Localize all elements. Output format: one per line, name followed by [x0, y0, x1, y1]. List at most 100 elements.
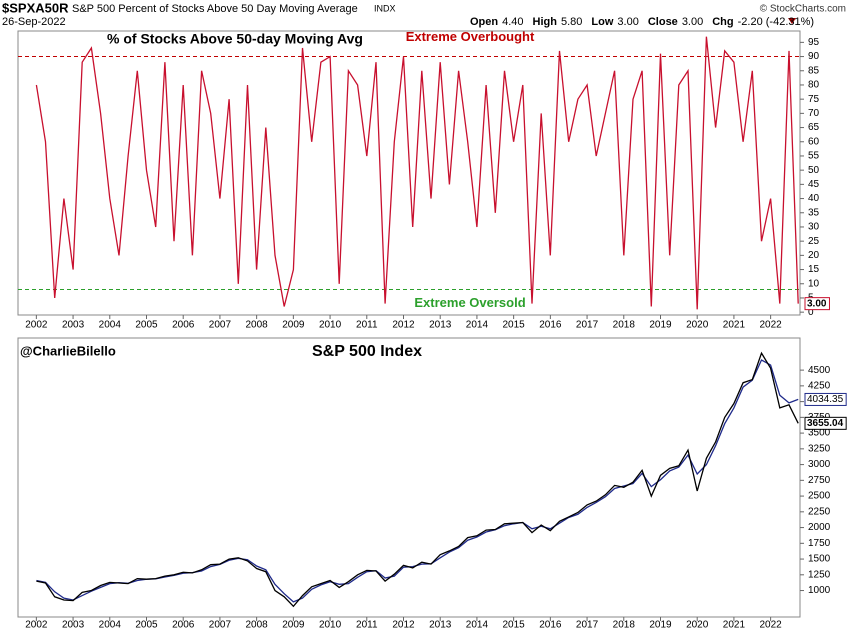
x-tick-label: 2021: [723, 620, 746, 631]
series-line: [36, 351, 799, 608]
y-tick-label: 15: [808, 264, 820, 275]
x-tick-label: 2010: [319, 620, 342, 631]
y-tick-label: 3500: [808, 428, 831, 439]
y-tick-label: 55: [808, 151, 820, 162]
series-line: [35, 36, 799, 310]
x-tick-label: 2004: [99, 620, 122, 631]
x-tick-label: 2013: [429, 620, 452, 631]
y-tick-label: 1500: [808, 554, 831, 565]
quote-label: High: [533, 16, 558, 28]
exchange: INDX: [374, 3, 396, 13]
y-tick-label: 95: [808, 37, 820, 48]
threshold-label: Extreme Oversold: [414, 295, 525, 310]
x-tick-label: 2015: [503, 320, 526, 331]
y-tick-label: 80: [808, 80, 820, 91]
y-tick-label: 50: [808, 165, 820, 176]
y-tick-label: 75: [808, 94, 820, 105]
x-tick-label: 2008: [246, 620, 269, 631]
symbol: $SPXA50R: [2, 0, 69, 15]
quote-label: Close: [648, 16, 678, 28]
y-tick-label: 3250: [808, 443, 831, 454]
quote-value: -2.20 (-42.31%): [738, 16, 814, 28]
x-tick-label: 2011: [356, 320, 378, 331]
last-value-label: 3.00: [807, 298, 827, 309]
y-tick-label: 1000: [808, 585, 831, 596]
quote-value: 4.40: [502, 16, 523, 28]
x-tick-label: 2005: [135, 320, 158, 331]
y-tick-label: 30: [808, 222, 820, 233]
quote-value: 5.80: [561, 16, 582, 28]
quote-label: Low: [591, 16, 613, 28]
x-tick-label: 2019: [649, 620, 672, 631]
y-tick-label: 0: [808, 307, 814, 318]
last-value-box: [804, 297, 830, 311]
last-value-label: 4034.35: [807, 394, 844, 405]
x-tick-label: 2004: [99, 320, 122, 331]
x-tick-label: 2006: [172, 620, 195, 631]
last-value-box: [804, 392, 847, 406]
x-tick-label: 2018: [613, 320, 636, 331]
x-tick-label: 2003: [62, 620, 85, 631]
y-tick-label: 70: [808, 108, 820, 119]
y-tick-label: 65: [808, 122, 820, 133]
quote-value: 3.00: [617, 16, 638, 28]
x-tick-label: 2012: [392, 620, 415, 631]
x-tick-label: 2002: [25, 320, 48, 331]
x-tick-label: 2016: [539, 620, 562, 631]
y-tick-label: 35: [808, 207, 820, 218]
x-tick-label: 2003: [62, 320, 85, 331]
x-tick-label: 2017: [576, 620, 599, 631]
x-tick-label: 2020: [686, 620, 709, 631]
quote-label: Open: [470, 16, 498, 28]
y-tick-label: 3000: [808, 459, 831, 470]
y-tick-label: 90: [808, 51, 820, 62]
x-tick-label: 2017: [576, 320, 599, 331]
panel-title: % of Stocks Above 50-day Moving Avg: [107, 31, 363, 47]
y-tick-label: 2250: [808, 506, 831, 517]
y-tick-label: 60: [808, 136, 820, 147]
x-tick-label: 2005: [135, 620, 158, 631]
x-tick-label: 2007: [209, 320, 232, 331]
y-tick-label: 4500: [808, 365, 831, 376]
y-tick-label: 2500: [808, 491, 831, 502]
y-tick-label: 25: [808, 236, 820, 247]
threshold-label: Extreme Overbought: [406, 29, 535, 44]
date: 26-Sep-2022: [2, 16, 66, 28]
x-tick-label: 2009: [282, 620, 305, 631]
x-tick-label: 2016: [539, 320, 562, 331]
x-tick-label: 2010: [319, 320, 342, 331]
x-tick-label: 2022: [760, 320, 783, 331]
x-tick-label: 2011: [356, 620, 378, 631]
x-tick-label: 2002: [25, 620, 48, 631]
last-value-label: 3655.04: [807, 418, 844, 429]
plot-frame: [17, 337, 801, 618]
quote-label: Chg: [712, 16, 733, 28]
x-tick-label: 2022: [760, 620, 783, 631]
y-tick-label: 20: [808, 250, 820, 261]
description: S&P 500 Percent of Stocks Above 50 Day M…: [72, 3, 358, 15]
panel-title: S&P 500 Index: [312, 343, 422, 360]
annotation: @CharlieBilello: [20, 343, 116, 358]
x-tick-label: 2015: [503, 620, 526, 631]
x-tick-label: 2009: [282, 320, 305, 331]
y-tick-label: 85: [808, 65, 820, 76]
x-tick-label: 2006: [172, 320, 195, 331]
y-tick-label: 10: [808, 278, 820, 289]
down-arrow: [788, 18, 796, 24]
plot-frame: [17, 30, 801, 316]
y-tick-label: 1250: [808, 569, 831, 580]
quote-value: 3.00: [682, 16, 703, 28]
x-tick-label: 2020: [686, 320, 709, 331]
x-tick-label: 2007: [209, 620, 232, 631]
x-tick-label: 2008: [246, 320, 269, 331]
x-tick-label: 2013: [429, 320, 452, 331]
y-tick-label: 40: [808, 193, 820, 204]
x-tick-label: 2019: [649, 320, 672, 331]
x-tick-label: 2012: [392, 320, 415, 331]
y-tick-label: 4250: [808, 381, 831, 392]
x-tick-label: 2021: [723, 320, 746, 331]
y-tick-label: 45: [808, 179, 820, 190]
last-value-box: [804, 416, 847, 430]
